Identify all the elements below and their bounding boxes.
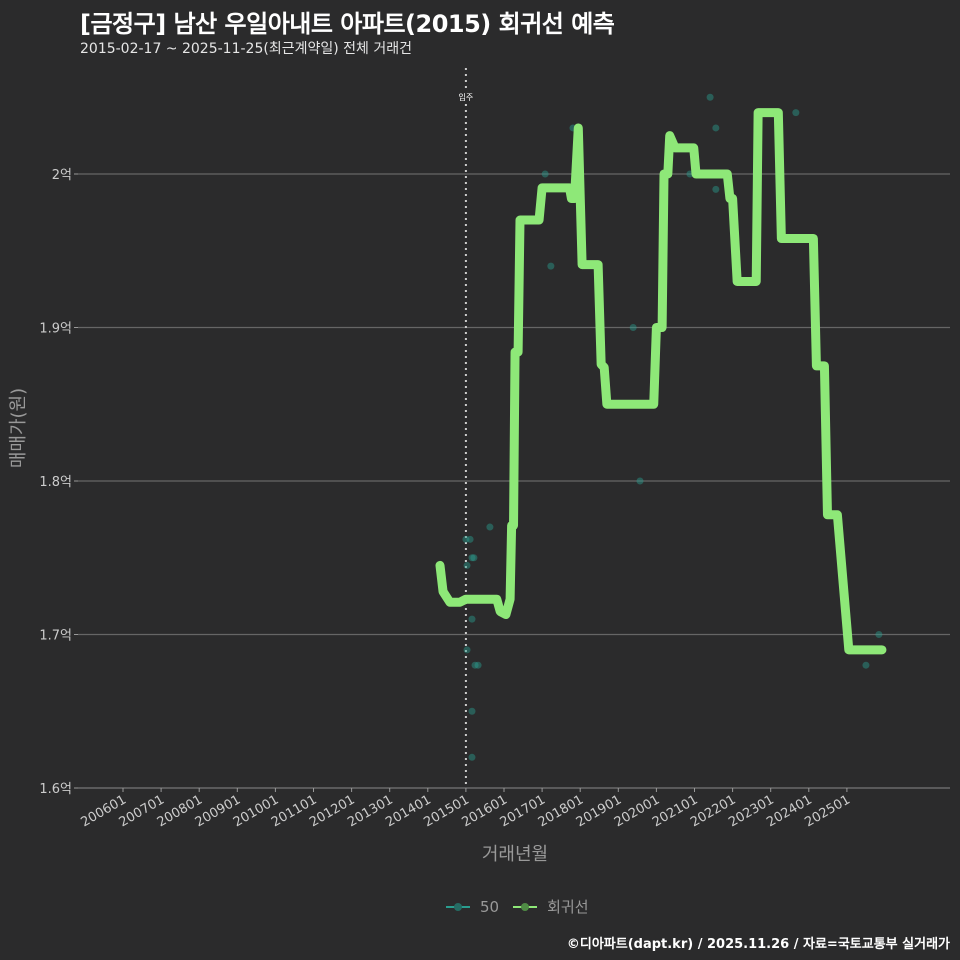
scatter-point — [541, 170, 549, 178]
scatter-point — [468, 753, 476, 761]
legend-label: 회귀선 — [547, 898, 589, 916]
scatter-point — [862, 661, 870, 669]
scatter-point — [712, 124, 720, 132]
scatter-point — [471, 661, 479, 669]
scatter-point — [875, 631, 883, 638]
scatter-point — [463, 561, 471, 569]
source-caption: ©디아파트(dapt.kr) / 2025.11.26 / 자료=국토교통부 실… — [566, 937, 950, 952]
regression-line — [435, 108, 887, 655]
move-in-label: 입주 — [459, 93, 474, 102]
scatter-point — [470, 554, 478, 562]
legend-label: 50 — [480, 897, 500, 916]
scatter-point — [486, 523, 494, 531]
scatter-point — [474, 661, 482, 669]
legend-key-scatter-icon — [446, 902, 470, 911]
chart-subtitle: 2015-02-17 ~ 2025-11-25(최근계약일) 전체 거래건 — [80, 41, 412, 57]
scatter-point — [706, 93, 714, 101]
scatter-point — [629, 324, 637, 331]
legend-key-line-icon — [513, 902, 538, 911]
x-axis-title: 거래년월 — [482, 844, 548, 865]
scatter-point — [462, 535, 470, 543]
legend-item-regression[interactable]: 회귀선 — [513, 896, 589, 917]
y-tick-label: 2억 — [52, 168, 72, 183]
scatter-point — [712, 185, 720, 193]
scatter-point — [466, 535, 474, 543]
scatter-point — [468, 707, 476, 715]
y-tick-label: 1.9억 — [39, 322, 72, 337]
scatter-point — [468, 615, 476, 623]
y-axis-title: 매매가(원) — [8, 388, 29, 468]
y-tick-label: 1.6억 — [39, 782, 72, 797]
scatter-point — [792, 109, 800, 117]
scatter-point — [468, 554, 476, 562]
annotation-bg — [456, 91, 475, 102]
y-tick-label: 1.7억 — [39, 629, 72, 644]
y-tick-label: 1.8억 — [39, 475, 72, 490]
legend-item-50[interactable]: 50 — [446, 898, 499, 916]
scatter-point — [463, 646, 471, 654]
legend: 50 회귀선 — [446, 896, 595, 917]
scatter-point — [636, 477, 644, 485]
chart-title: [금정구] 남산 우일아내트 아파트(2015) 회귀선 예측 — [80, 10, 615, 38]
scatter-point — [547, 262, 555, 270]
